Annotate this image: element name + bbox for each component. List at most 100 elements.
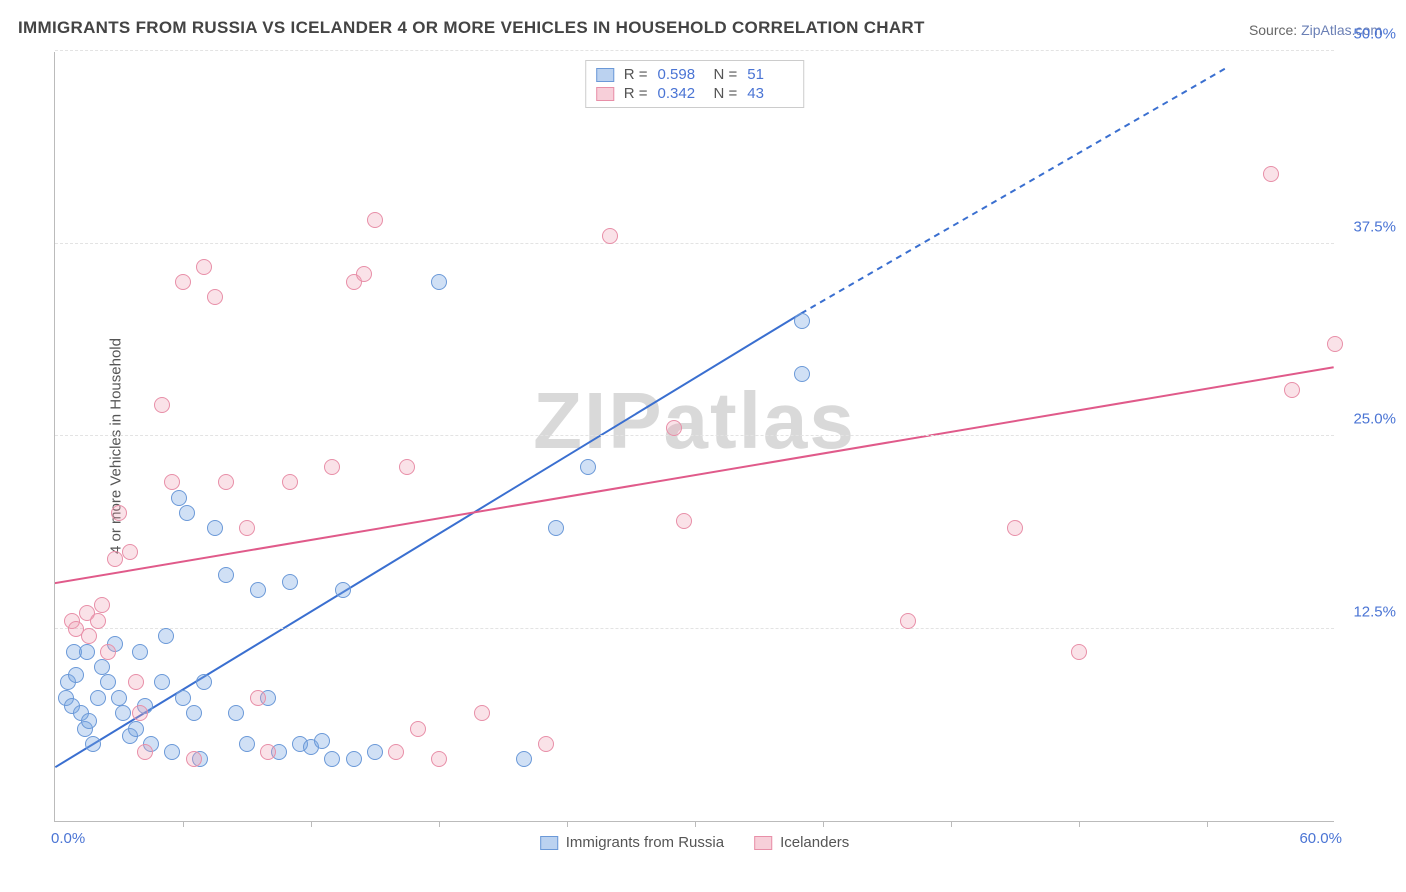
data-point [111, 505, 127, 521]
data-point [260, 744, 276, 760]
data-point [367, 212, 383, 228]
data-point [794, 313, 810, 329]
data-point [68, 667, 84, 683]
data-point [1327, 336, 1343, 352]
data-point [431, 274, 447, 290]
stat-r-value: 0.598 [658, 66, 704, 83]
data-point [900, 613, 916, 629]
data-point [122, 544, 138, 560]
data-point [196, 674, 212, 690]
data-point [239, 736, 255, 752]
data-point [602, 228, 618, 244]
data-point [1284, 382, 1300, 398]
watermark-text: ZIPatlas [533, 375, 856, 467]
x-tick-mark [567, 821, 568, 827]
x-tick-mark [1207, 821, 1208, 827]
data-point [388, 744, 404, 760]
x-tick-mark [183, 821, 184, 827]
data-point [175, 274, 191, 290]
data-point [346, 751, 362, 767]
data-point [90, 690, 106, 706]
data-point [81, 628, 97, 644]
series-legend: Immigrants from RussiaIcelanders [540, 834, 850, 851]
y-tick-label: 37.5% [1340, 218, 1396, 235]
trend-line [55, 367, 1334, 590]
data-point [250, 690, 266, 706]
y-tick-label: 12.5% [1340, 603, 1396, 620]
data-point [196, 259, 212, 275]
legend-label: Icelanders [780, 834, 849, 851]
data-point [171, 490, 187, 506]
data-point [85, 736, 101, 752]
data-point [367, 744, 383, 760]
data-point [356, 266, 372, 282]
y-tick-label: 25.0% [1340, 411, 1396, 428]
data-point [207, 289, 223, 305]
data-point [314, 733, 330, 749]
grid-line [55, 50, 1334, 51]
stat-n-label: N = [714, 66, 738, 83]
data-point [137, 744, 153, 760]
legend-swatch [754, 836, 772, 850]
legend-swatch [596, 68, 614, 82]
data-point [128, 674, 144, 690]
data-point [218, 474, 234, 490]
data-point [399, 459, 415, 475]
data-point [94, 659, 110, 675]
data-point [218, 567, 234, 583]
data-point [324, 459, 340, 475]
data-point [580, 459, 596, 475]
data-point [79, 644, 95, 660]
data-point [164, 474, 180, 490]
stats-row: R =0.342N =43 [596, 84, 794, 103]
data-point [335, 582, 351, 598]
data-point [100, 644, 116, 660]
data-point [538, 736, 554, 752]
data-point [132, 644, 148, 660]
x-axis-origin-label: 0.0% [51, 830, 85, 847]
data-point [410, 721, 426, 737]
x-tick-mark [951, 821, 952, 827]
trend-lines-svg [55, 52, 1334, 821]
x-axis-max-label: 60.0% [1299, 830, 1342, 847]
x-tick-mark [1079, 821, 1080, 827]
stat-r-label: R = [624, 66, 648, 83]
legend-item: Icelanders [754, 834, 849, 851]
x-tick-mark [695, 821, 696, 827]
grid-line [55, 628, 1334, 629]
chart-title: IMMIGRANTS FROM RUSSIA VS ICELANDER 4 OR… [18, 18, 925, 38]
data-point [132, 705, 148, 721]
data-point [474, 705, 490, 721]
stat-n-value: 51 [747, 66, 793, 83]
data-point [207, 520, 223, 536]
data-point [158, 628, 174, 644]
correlation-stats-box: R =0.598N =51R =0.342N =43 [585, 60, 805, 108]
data-point [128, 721, 144, 737]
scatter-plot-area: ZIPatlas R =0.598N =51R =0.342N =43 0.0%… [54, 52, 1334, 822]
data-point [431, 751, 447, 767]
data-point [107, 551, 123, 567]
data-point [676, 513, 692, 529]
data-point [1263, 166, 1279, 182]
data-point [548, 520, 564, 536]
data-point [175, 690, 191, 706]
legend-swatch [540, 836, 558, 850]
data-point [666, 420, 682, 436]
data-point [228, 705, 244, 721]
stat-r-label: R = [624, 85, 648, 102]
data-point [324, 751, 340, 767]
data-point [179, 505, 195, 521]
data-point [90, 613, 106, 629]
trend-line [55, 313, 801, 767]
data-point [794, 366, 810, 382]
x-tick-mark [823, 821, 824, 827]
y-tick-label: 50.0% [1340, 26, 1396, 43]
data-point [154, 674, 170, 690]
data-point [111, 690, 127, 706]
data-point [250, 582, 266, 598]
data-point [81, 713, 97, 729]
data-point [100, 674, 116, 690]
grid-line [55, 435, 1334, 436]
data-point [154, 397, 170, 413]
stat-r-value: 0.342 [658, 85, 704, 102]
